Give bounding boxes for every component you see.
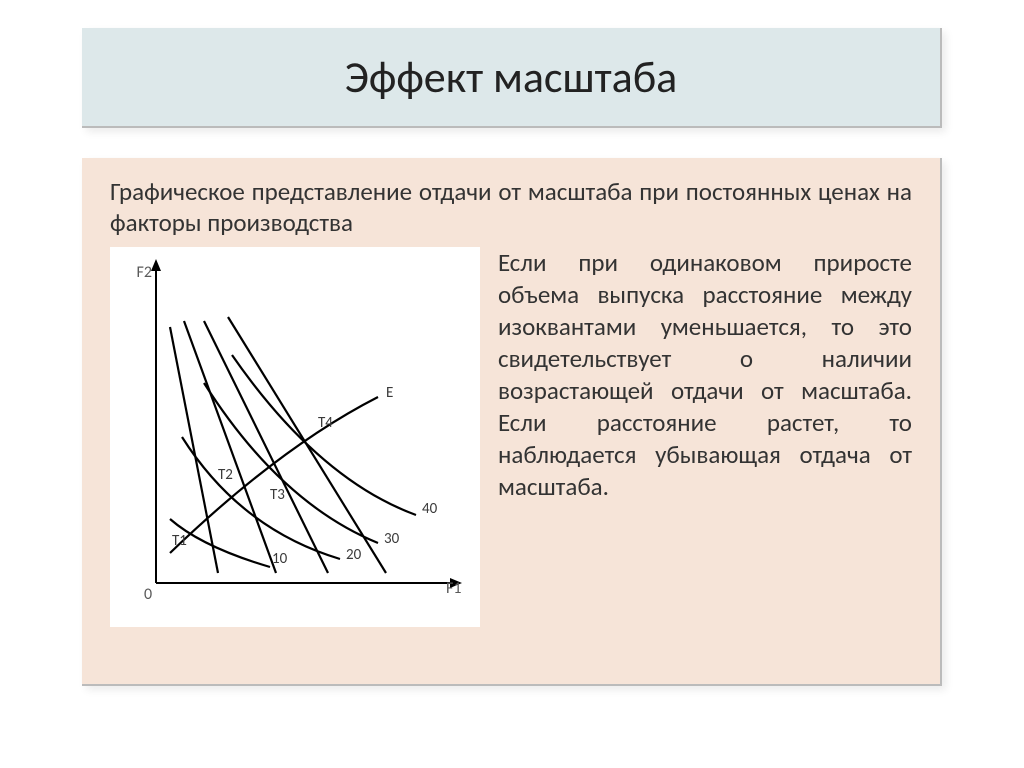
- title-box: Эффект масштаба: [82, 28, 942, 128]
- slide: Эффект масштаба Графическое представлени…: [0, 0, 1024, 768]
- svg-text:0: 0: [144, 585, 152, 604]
- svg-text:T2: T2: [218, 466, 233, 484]
- svg-text:T3: T3: [270, 486, 285, 504]
- slide-description: Если при одинаковом приросте объема выпу…: [498, 247, 912, 503]
- svg-text:10: 10: [272, 550, 288, 568]
- slide-title: Эффект масштаба: [345, 50, 677, 104]
- svg-text:T4: T4: [318, 414, 333, 432]
- svg-text:E: E: [386, 384, 393, 402]
- svg-text:20: 20: [346, 546, 362, 564]
- slide-subtitle: Графическое представление отдачи от масш…: [110, 176, 912, 239]
- svg-text:F2: F2: [137, 263, 152, 282]
- chart-isoquant: F2 F1 0 10 20 30 40 E T1 T2 T3 T4: [110, 247, 480, 627]
- svg-text:40: 40: [422, 500, 438, 518]
- chart-svg: F2 F1 0 10 20 30 40 E T1 T2 T3 T4: [110, 247, 480, 627]
- content-row: F2 F1 0 10 20 30 40 E T1 T2 T3 T4 Если при одинаков…: [110, 247, 912, 627]
- svg-text:T1: T1: [172, 532, 187, 550]
- svg-text:30: 30: [384, 530, 400, 548]
- svg-text:F1: F1: [446, 579, 461, 598]
- body-box: Графическое представление отдачи от масш…: [82, 158, 942, 686]
